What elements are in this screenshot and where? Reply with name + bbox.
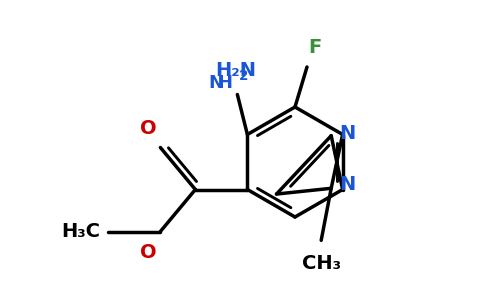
Text: 2: 2 <box>240 68 249 83</box>
Text: N: N <box>339 175 355 194</box>
Text: N: N <box>209 74 224 92</box>
Text: F: F <box>308 38 322 57</box>
Text: CH₃: CH₃ <box>302 254 341 273</box>
Text: O: O <box>140 244 157 262</box>
Text: O: O <box>140 118 157 137</box>
Text: H₂N: H₂N <box>215 61 256 80</box>
Text: H: H <box>217 74 232 92</box>
Text: N: N <box>339 124 355 143</box>
Text: H₃C: H₃C <box>61 222 100 241</box>
